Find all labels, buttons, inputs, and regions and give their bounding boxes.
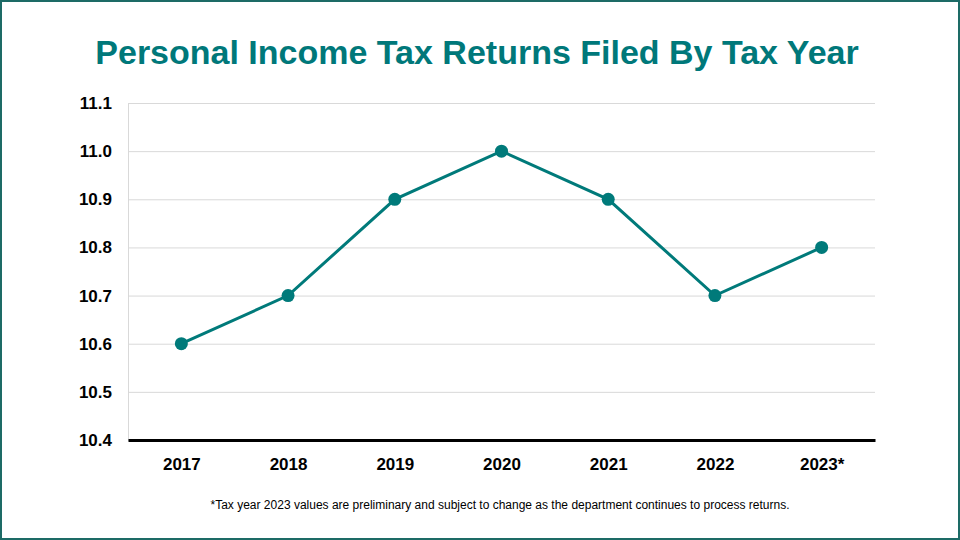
data-point	[708, 289, 721, 302]
grid-line	[128, 344, 875, 345]
x-tick-label: 2019	[376, 455, 414, 474]
x-axis-line	[129, 439, 876, 442]
y-tick: 10.9	[79, 190, 875, 209]
x-tick-label: 2022	[697, 455, 735, 474]
y-axis-line	[129, 104, 876, 441]
x-tick: 2020	[483, 440, 521, 474]
y-tick: 10.5	[79, 383, 875, 402]
y-tick-label: 10.6	[79, 335, 112, 354]
grid-line	[128, 199, 875, 200]
y-tick-label: 10.8	[79, 238, 112, 257]
x-tick: 2018	[270, 440, 308, 474]
x-tick: 2021	[590, 440, 628, 474]
x-tick-label: 2020	[483, 455, 521, 474]
grid-line	[128, 392, 875, 393]
y-axis: 10.4 10.5 10.6 10.7 10.8 10.9 11.0 11.1	[79, 94, 875, 450]
grid-line	[128, 296, 875, 297]
grid-line	[128, 103, 875, 104]
x-axis: 2017 2018 2019 2020 2021 2022 2023*	[129, 440, 876, 474]
data-point	[602, 193, 615, 206]
data-point	[175, 337, 188, 350]
marks	[175, 145, 828, 351]
frame	[1, 1, 959, 539]
x-tick: 2023*	[800, 440, 845, 474]
x-tick-label: 2017	[163, 455, 201, 474]
chart-svg: Personal Income Tax Returns Filed By Tax…	[0, 0, 960, 540]
y-tick: 11.0	[80, 142, 875, 161]
x-tick: 2019	[376, 440, 414, 474]
y-tick-label: 11.1	[80, 94, 112, 113]
y-tick: 10.8	[79, 238, 875, 257]
y-tick: 11.1	[80, 94, 875, 113]
y-tick: 10.4	[79, 431, 875, 450]
grid-line	[128, 440, 875, 441]
x-tick-label: 2021	[590, 455, 628, 474]
y-tick-label: 11.0	[80, 142, 112, 161]
y-tick-label: 10.5	[79, 383, 112, 402]
x-tick: 2017	[163, 440, 201, 474]
y-tick-label: 10.9	[79, 190, 112, 209]
data-point	[495, 145, 508, 158]
data-point	[282, 289, 295, 302]
data-point	[388, 193, 401, 206]
y-tick-label: 10.4	[79, 431, 113, 450]
y-tick-label: 10.7	[79, 287, 112, 306]
title: Personal Income Tax Returns Filed By Tax…	[95, 33, 858, 71]
x-tick-label: 2023*	[800, 455, 845, 474]
grid-line	[128, 247, 875, 248]
x-tick-label: 2018	[270, 455, 308, 474]
data-point	[815, 241, 828, 254]
y-tick: 10.7	[79, 287, 875, 306]
x-tick: 2022	[697, 440, 735, 474]
data-line	[181, 151, 821, 344]
footnote: *Tax year 2023 values are preliminary an…	[211, 498, 790, 512]
